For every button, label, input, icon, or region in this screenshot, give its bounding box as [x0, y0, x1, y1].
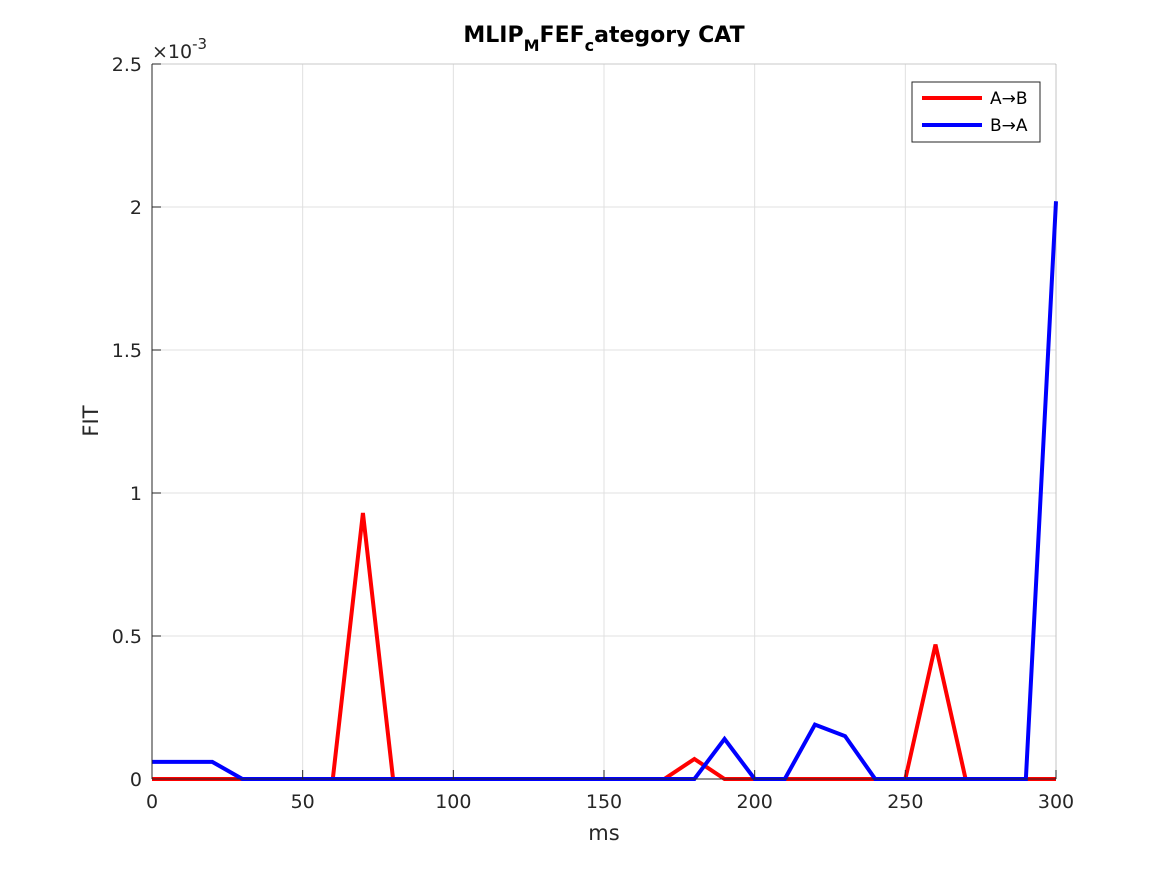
title-part-2: FEF — [540, 23, 585, 48]
legend-box — [911, 81, 1041, 143]
y-tick-label-5: 2.5 — [112, 54, 142, 76]
y-tick-label-0: 0 — [130, 769, 142, 791]
x-tick-label-250: 250 — [887, 791, 923, 813]
y-tick-label-2: 1 — [130, 483, 142, 505]
exponent-power: -3 — [192, 35, 207, 53]
x-tick-label-100: 100 — [435, 791, 471, 813]
chart-title: MLIPMFEFcategory CAT — [463, 23, 744, 55]
y-tick-label-3: 1.5 — [112, 340, 142, 362]
x-tick-label-150: 150 — [586, 791, 622, 813]
y-tick-label-4: 2 — [130, 197, 142, 219]
x-tick-label-300: 300 — [1038, 791, 1074, 813]
y-tick-label-1: 0.5 — [112, 626, 142, 648]
y-axis-label: FIT — [79, 405, 103, 436]
exponent-base: ×10 — [152, 41, 192, 63]
title-part-4: ategory CAT — [594, 23, 744, 48]
y-axis-exponent: ×10-3 — [152, 35, 207, 63]
title-part-3: c — [585, 36, 594, 55]
x-axis-label: ms — [588, 821, 619, 845]
legend: A→B B→A — [911, 81, 1041, 143]
legend-label-1: A→B — [990, 89, 1028, 109]
title-part-0: MLIP — [463, 23, 523, 48]
tick-labels: 0 50 100 150 200 250 300 0 0.5 1 1.5 2 2.5 — [112, 54, 1074, 813]
x-tick-label-0: 0 — [146, 791, 158, 813]
x-tick-label-200: 200 — [737, 791, 773, 813]
title-part-1: M — [524, 36, 540, 55]
x-tick-label-50: 50 — [291, 791, 315, 813]
legend-label-2: B→A — [990, 116, 1028, 136]
axes — [151, 63, 1057, 780]
